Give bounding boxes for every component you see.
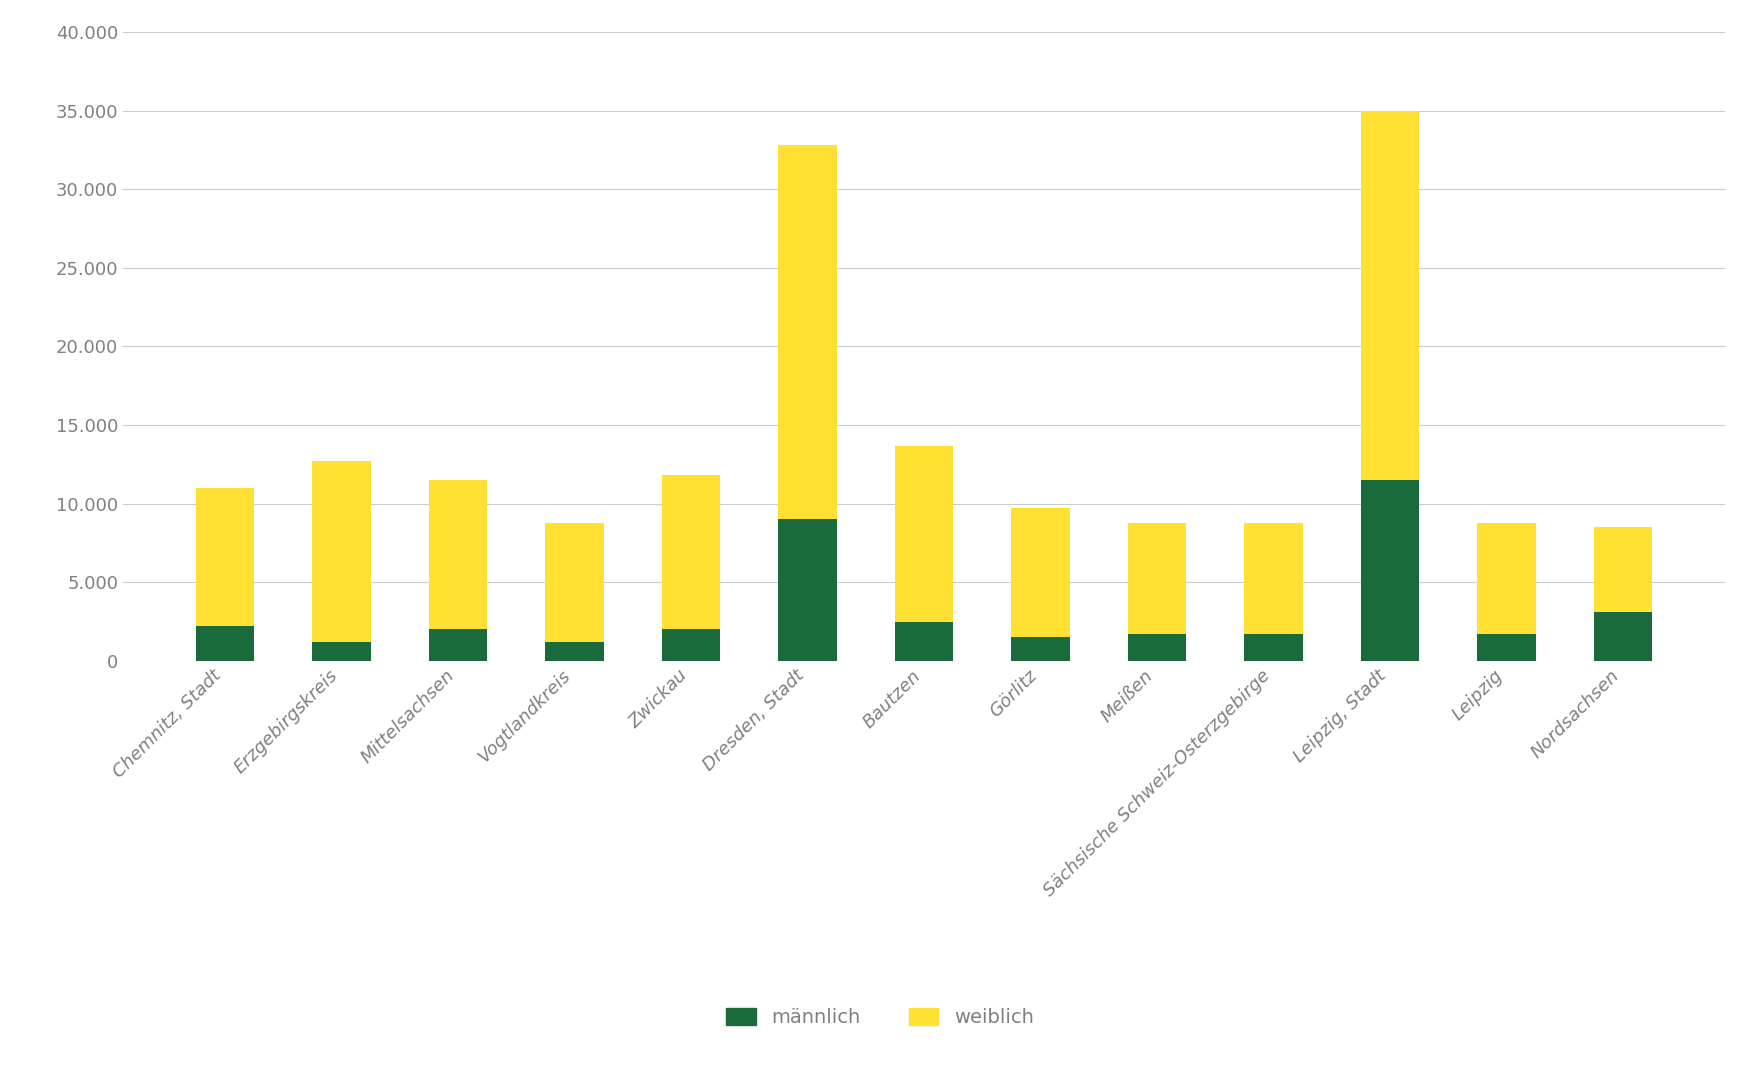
Bar — [546, 522, 604, 642]
Bar — [1360, 111, 1419, 480]
Bar — [1012, 508, 1070, 637]
Bar — [1128, 634, 1186, 661]
Bar — [1244, 634, 1302, 661]
Bar — [662, 629, 720, 661]
Bar — [778, 519, 836, 661]
Bar — [662, 475, 720, 629]
Bar — [1012, 637, 1070, 661]
Bar — [1477, 634, 1535, 661]
Bar — [313, 462, 371, 642]
Bar — [429, 629, 488, 661]
Bar — [195, 627, 253, 661]
Bar — [1477, 522, 1535, 634]
Bar — [778, 145, 836, 519]
Bar — [894, 621, 954, 661]
Bar — [195, 488, 253, 627]
Bar — [1360, 480, 1419, 661]
Bar — [1128, 522, 1186, 634]
Bar — [1595, 612, 1653, 661]
Legend: männlich, weiblich: männlich, weiblich — [718, 1000, 1042, 1035]
Bar — [1595, 528, 1653, 612]
Bar — [1244, 522, 1302, 634]
Bar — [429, 480, 488, 629]
Bar — [546, 642, 604, 661]
Bar — [313, 642, 371, 661]
Bar — [894, 446, 954, 621]
